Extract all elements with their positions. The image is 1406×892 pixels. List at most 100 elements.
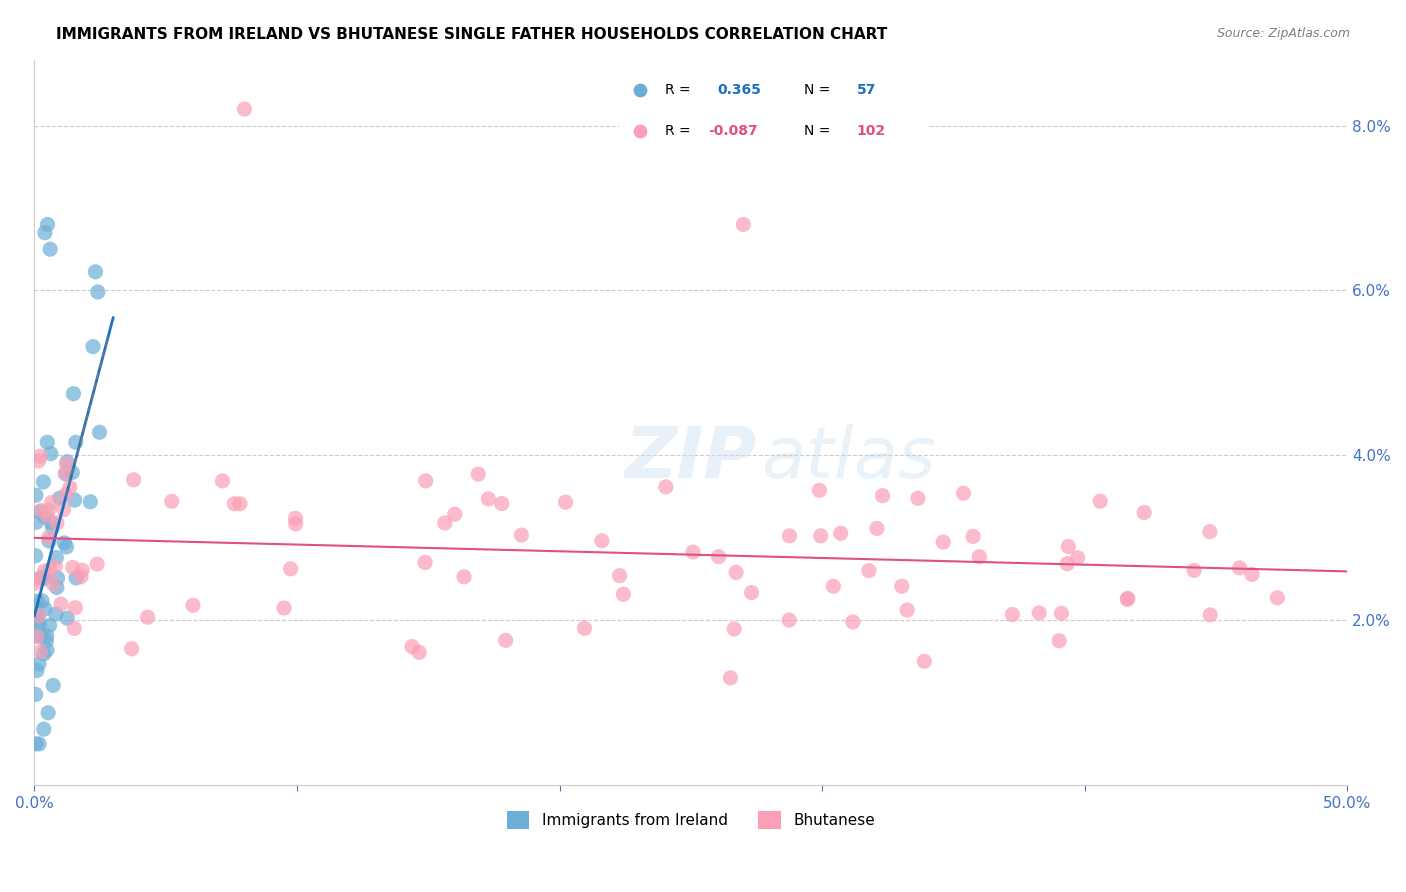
Bhutanese: [233, 102, 256, 116]
Bhutanese: [53, 466, 76, 480]
Bhutanese: [477, 491, 499, 506]
Bhutanese: [962, 529, 984, 543]
Immigrants from Ireland: [24, 688, 46, 702]
Bhutanese: [872, 489, 894, 503]
Bhutanese: [952, 486, 974, 500]
Bhutanese: [655, 480, 678, 494]
Text: -0.087: -0.087: [709, 124, 758, 138]
Immigrants from Ireland: [28, 737, 51, 751]
Bhutanese: [1047, 633, 1070, 648]
Immigrants from Ireland: [31, 570, 53, 584]
Bhutanese: [612, 587, 634, 601]
Bhutanese: [63, 622, 86, 636]
Bhutanese: [1116, 592, 1139, 607]
Bhutanese: [443, 507, 465, 521]
Immigrants from Ireland: [79, 495, 101, 509]
Text: 57: 57: [856, 83, 876, 97]
Bhutanese: [808, 483, 831, 498]
Bhutanese: [86, 557, 108, 571]
Bhutanese: [408, 645, 430, 659]
Bhutanese: [779, 529, 801, 543]
Bhutanese: [707, 549, 730, 564]
Bhutanese: [415, 474, 437, 488]
Immigrants from Ireland: [34, 226, 56, 240]
Immigrants from Ireland: [53, 536, 76, 550]
Text: R =: R =: [665, 83, 690, 97]
Bhutanese: [211, 474, 233, 488]
Bhutanese: [24, 576, 46, 591]
Immigrants from Ireland: [45, 550, 67, 565]
Bhutanese: [136, 610, 159, 624]
Bhutanese: [72, 563, 94, 577]
Bhutanese: [38, 531, 60, 545]
Immigrants from Ireland: [63, 493, 86, 508]
Immigrants from Ireland: [34, 509, 56, 524]
Bhutanese: [34, 564, 56, 578]
Bhutanese: [1182, 564, 1205, 578]
Text: IMMIGRANTS FROM IRELAND VS BHUTANESE SINGLE FATHER HOUSEHOLDS CORRELATION CHART: IMMIGRANTS FROM IRELAND VS BHUTANESE SIN…: [56, 27, 887, 42]
Bhutanese: [122, 473, 145, 487]
Bhutanese: [823, 579, 845, 593]
Bhutanese: [1057, 540, 1080, 554]
Bhutanese: [413, 556, 436, 570]
Bhutanese: [49, 597, 72, 611]
Immigrants from Ireland: [60, 466, 83, 480]
Bhutanese: [1267, 591, 1289, 605]
Bhutanese: [70, 570, 93, 584]
Bhutanese: [1199, 524, 1222, 539]
Bhutanese: [65, 600, 87, 615]
Bhutanese: [842, 615, 865, 629]
Bhutanese: [44, 559, 66, 574]
Immigrants from Ireland: [45, 607, 67, 621]
Bhutanese: [778, 613, 800, 627]
Bhutanese: [181, 599, 204, 613]
Immigrants from Ireland: [45, 581, 67, 595]
Bhutanese: [830, 526, 852, 541]
Bhutanese: [554, 495, 576, 509]
Bhutanese: [1066, 550, 1088, 565]
Immigrants from Ireland: [55, 540, 77, 554]
Immigrants from Ireland: [82, 340, 104, 354]
Bhutanese: [453, 570, 475, 584]
Bhutanese: [932, 535, 955, 549]
Immigrants from Ireland: [24, 629, 46, 643]
Bhutanese: [59, 480, 82, 494]
Legend: Immigrants from Ireland, Bhutanese: Immigrants from Ireland, Bhutanese: [501, 805, 882, 836]
Bhutanese: [1133, 506, 1156, 520]
Immigrants from Ireland: [39, 242, 62, 256]
Immigrants from Ireland: [25, 488, 48, 502]
Bhutanese: [284, 516, 307, 531]
Immigrants from Ireland: [35, 633, 58, 648]
Immigrants from Ireland: [27, 594, 49, 608]
Bhutanese: [30, 449, 52, 463]
Immigrants from Ireland: [46, 571, 69, 585]
Bhutanese: [1028, 606, 1050, 620]
Bhutanese: [890, 579, 912, 593]
Text: Source: ZipAtlas.com: Source: ZipAtlas.com: [1216, 27, 1350, 40]
Immigrants from Ireland: [32, 572, 55, 586]
Bhutanese: [280, 562, 302, 576]
Bhutanese: [858, 564, 880, 578]
Bhutanese: [27, 454, 49, 468]
Text: N =: N =: [804, 83, 831, 97]
Bhutanese: [25, 630, 48, 644]
Bhutanese: [725, 566, 748, 580]
Bhutanese: [229, 497, 252, 511]
Immigrants from Ireland: [65, 571, 87, 585]
Bhutanese: [24, 572, 46, 586]
FancyBboxPatch shape: [613, 61, 934, 162]
Immigrants from Ireland: [65, 435, 87, 450]
Immigrants from Ireland: [28, 505, 51, 519]
Immigrants from Ireland: [41, 520, 63, 534]
Bhutanese: [720, 671, 742, 685]
Immigrants from Ireland: [25, 515, 48, 529]
Bhutanese: [969, 549, 991, 564]
Immigrants from Ireland: [31, 594, 53, 608]
Immigrants from Ireland: [28, 617, 51, 632]
Bhutanese: [401, 640, 423, 654]
Bhutanese: [1088, 494, 1111, 508]
Immigrants from Ireland: [55, 467, 77, 481]
Immigrants from Ireland: [32, 475, 55, 489]
Bhutanese: [1229, 561, 1251, 575]
Text: atlas: atlas: [761, 424, 935, 493]
